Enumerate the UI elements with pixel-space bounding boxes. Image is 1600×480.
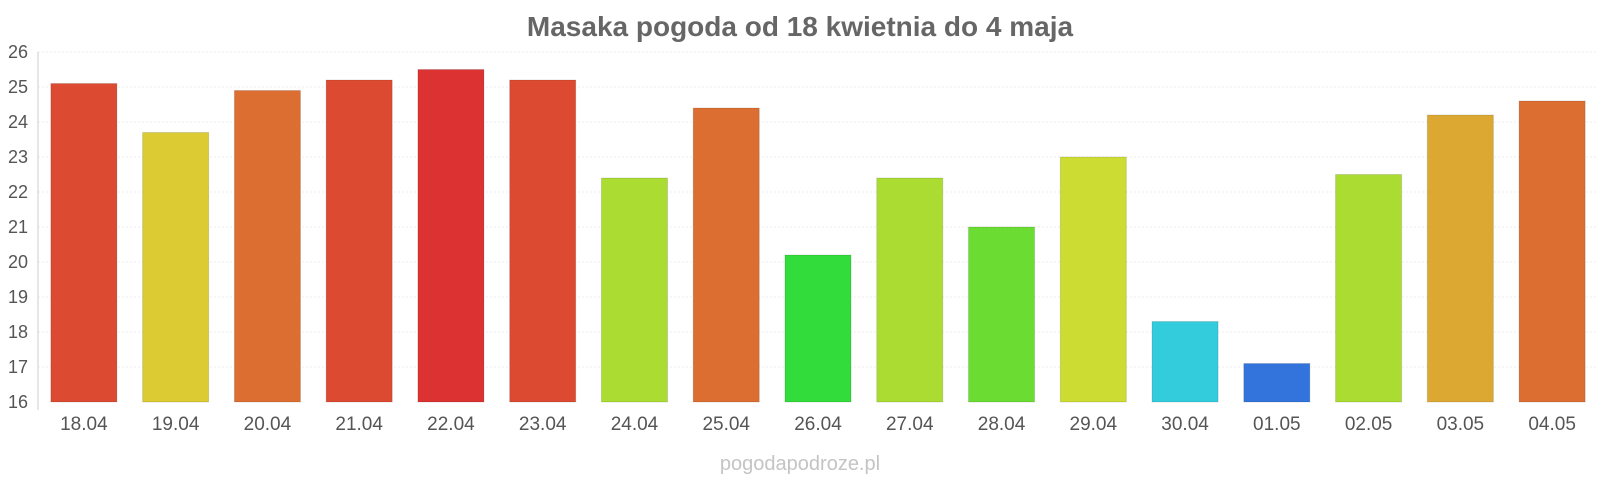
watermark: pogodapodroze.pl [720, 453, 880, 475]
y-tick-label: 17 [8, 357, 28, 377]
x-tick-label: 02.05 [1345, 414, 1393, 435]
x-tick-label: 19.04 [152, 414, 200, 435]
x-tick-label: 04.05 [1528, 414, 1576, 435]
bar-24.04 [600, 177, 669, 403]
bar-26.04 [784, 254, 852, 403]
x-tick-label: 20.04 [244, 414, 292, 435]
bar-30.04 [1151, 321, 1219, 403]
x-tick-label: 03.05 [1437, 414, 1485, 435]
bar-20.04 [233, 90, 301, 403]
y-tick-label: 20 [8, 252, 28, 272]
x-tick-label: 27.04 [886, 414, 934, 435]
bar-01.05 [1243, 363, 1311, 403]
x-tick-label: 28.04 [978, 414, 1026, 435]
y-tick-label: 24 [8, 112, 28, 132]
chart-title: Masaka pogoda od 18 kwietnia do 4 maja [527, 11, 1074, 42]
x-tick-label: 18.04 [60, 414, 108, 435]
bar-02.05 [1335, 174, 1403, 403]
bars [50, 69, 1586, 403]
x-tick-label: 22.04 [427, 414, 475, 435]
y-tick-label: 26 [8, 42, 28, 62]
x-tick-label: 29.04 [1070, 414, 1118, 435]
x-tick-label: 25.04 [702, 414, 750, 435]
x-tick-label: 01.05 [1253, 414, 1301, 435]
bar-29.04 [1059, 156, 1127, 403]
bar-04.05 [1518, 100, 1586, 403]
bar-21.04 [325, 79, 393, 403]
bar-03.05 [1426, 114, 1494, 403]
y-tick-label: 21 [8, 217, 28, 237]
bar-27.04 [876, 177, 944, 403]
y-axis-ticks: 16 17 18 19 20 21 22 23 24 25 26 [8, 42, 28, 412]
bar-19.04 [142, 132, 210, 403]
x-tick-label: 24.04 [611, 414, 659, 435]
y-tick-label: 25 [8, 77, 28, 97]
bar-28.04 [967, 226, 1036, 403]
x-tick-label: 30.04 [1161, 414, 1209, 435]
x-tick-label: 23.04 [519, 414, 567, 435]
y-tick-label: 22 [8, 182, 28, 202]
x-axis-ticks: 18.04 19.04 20.04 21.04 22.04 23.04 24.04 25.04… [60, 414, 1576, 435]
bar-23.04 [509, 79, 577, 403]
y-tick-label: 23 [8, 147, 28, 167]
x-tick-label: 21.04 [335, 414, 383, 435]
y-tick-label: 18 [8, 322, 28, 342]
bar-22.04 [417, 69, 485, 403]
y-tick-label: 19 [8, 287, 28, 307]
bar-18.04 [50, 83, 118, 403]
bar-25.04 [692, 107, 760, 403]
y-tick-label: 16 [8, 392, 28, 412]
x-tick-label: 26.04 [794, 414, 842, 435]
